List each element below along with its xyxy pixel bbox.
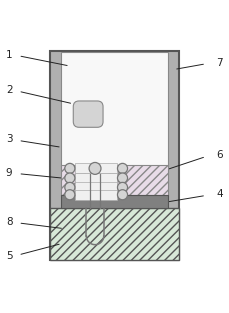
Circle shape: [65, 190, 75, 200]
Text: 6: 6: [217, 150, 223, 160]
Text: 3: 3: [6, 134, 12, 144]
Bar: [50, 208, 179, 259]
Bar: [75, 190, 117, 200]
Bar: [61, 165, 168, 195]
Text: 7: 7: [217, 58, 223, 68]
Circle shape: [117, 182, 128, 192]
Circle shape: [65, 163, 75, 173]
Bar: [61, 52, 168, 166]
Bar: [50, 51, 179, 259]
Text: 2: 2: [6, 85, 12, 95]
Circle shape: [89, 162, 101, 174]
Circle shape: [117, 163, 128, 173]
Bar: [75, 182, 117, 192]
Bar: [61, 195, 168, 208]
Bar: [75, 163, 117, 173]
Circle shape: [65, 182, 75, 192]
Text: 4: 4: [217, 189, 223, 199]
Text: 5: 5: [6, 251, 12, 261]
Circle shape: [117, 190, 128, 200]
Bar: [75, 173, 117, 183]
FancyBboxPatch shape: [73, 101, 103, 127]
Text: 1: 1: [6, 49, 12, 59]
Circle shape: [65, 173, 75, 183]
Circle shape: [117, 173, 128, 183]
Text: 9: 9: [6, 167, 12, 177]
Text: 8: 8: [6, 217, 12, 227]
